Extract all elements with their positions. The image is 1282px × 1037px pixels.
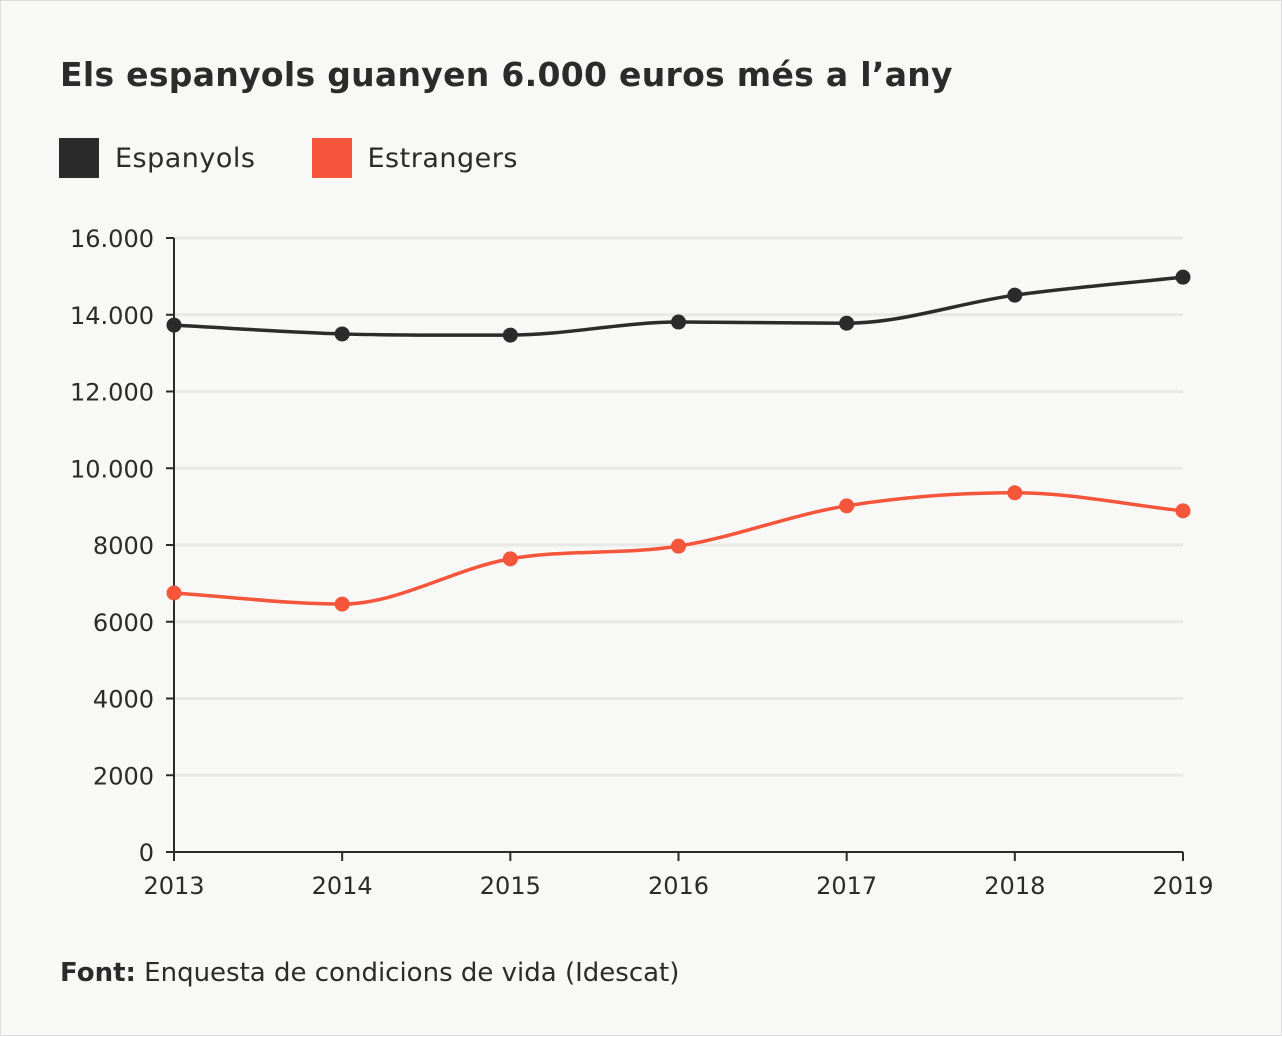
- x-tick-label: 2015: [480, 872, 541, 900]
- data-point-espanyols: [671, 314, 686, 330]
- legend-label: Estrangers: [367, 142, 518, 174]
- legend: Espanyols Estrangers: [59, 138, 574, 178]
- chart-title: Els espanyols guanyen 6.000 euros més a …: [60, 55, 953, 94]
- data-point-espanyols: [1175, 269, 1191, 285]
- legend-item-espanyols: Espanyols: [59, 138, 256, 178]
- legend-label: Espanyols: [115, 142, 256, 174]
- data-point-espanyols: [839, 315, 855, 331]
- y-tick-label: 0: [139, 839, 154, 867]
- data-point-espanyols: [1007, 287, 1023, 303]
- y-tick-label: 8000: [93, 532, 154, 560]
- y-tick-label: 10.000: [70, 455, 154, 483]
- data-point-estrangers: [502, 551, 518, 567]
- data-point-espanyols: [166, 317, 182, 333]
- source-text: Enquesta de condicions de vida (Idescat): [144, 958, 680, 988]
- x-tick-label: 2014: [312, 872, 373, 900]
- data-point-estrangers: [1175, 503, 1191, 519]
- legend-swatch: [311, 138, 352, 178]
- source-label: Font:: [60, 958, 136, 988]
- x-tick-label: 2017: [816, 872, 877, 900]
- legend-item-estrangers: Estrangers: [311, 138, 518, 178]
- y-tick-label: 2000: [93, 762, 154, 790]
- y-tick-label: 6000: [93, 609, 154, 637]
- y-tick-label: 12.000: [70, 379, 154, 407]
- data-point-estrangers: [671, 538, 686, 554]
- x-tick-label: 2016: [648, 872, 709, 900]
- data-point-estrangers: [334, 596, 350, 612]
- y-tick-label: 14.000: [70, 302, 154, 330]
- legend-swatch: [59, 138, 99, 178]
- data-point-espanyols: [334, 326, 350, 342]
- x-tick-label: 2013: [143, 872, 204, 900]
- data-point-estrangers: [166, 585, 182, 601]
- data-point-estrangers: [1007, 485, 1023, 501]
- x-tick-label: 2019: [1152, 872, 1213, 900]
- data-point-estrangers: [839, 498, 855, 514]
- y-tick-label: 4000: [93, 686, 154, 714]
- x-tick-label: 2018: [984, 872, 1045, 900]
- source-note: Font: Enquesta de condicions de vida (Id…: [60, 958, 679, 988]
- y-tick-label: 16.000: [70, 225, 154, 253]
- data-point-espanyols: [502, 327, 518, 343]
